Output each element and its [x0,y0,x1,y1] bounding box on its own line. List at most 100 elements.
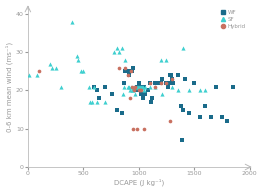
Legend: WF, SF, Hybrid: WF, SF, Hybrid [220,9,247,30]
Point [137,85,141,88]
Point [225,120,230,123]
Point [125,85,130,88]
Point [156,81,161,84]
Point [114,108,119,111]
Point [103,100,108,103]
Point [127,85,131,88]
Point [138,85,142,88]
Point [74,55,79,58]
Point [186,89,191,92]
Point [168,74,172,77]
Point [164,81,169,84]
Point [112,51,117,54]
Point [94,100,99,103]
Point [130,89,134,92]
Point [50,66,54,69]
Point [53,66,58,69]
Point [180,139,184,142]
Point [145,89,150,92]
Point [35,74,39,77]
Point [148,81,152,84]
Point [183,77,188,80]
Point [122,85,127,88]
Point [131,89,135,92]
Point [231,85,235,88]
Point [153,85,158,88]
X-axis label: DCAPE (J kg⁻¹): DCAPE (J kg⁻¹) [114,179,164,186]
Point [159,81,163,84]
Point [170,77,174,80]
Point [142,127,146,130]
Point [198,116,202,119]
Point [179,104,183,107]
Point [164,81,169,84]
Point [142,89,146,92]
Point [170,77,174,80]
Point [90,100,94,103]
Point [175,74,180,77]
Point [94,89,99,92]
Point [186,112,191,115]
Point [122,81,127,84]
Point [103,85,108,88]
Point [160,77,164,80]
Point [125,74,130,77]
Y-axis label: 0-6 km mean wind (ms⁻¹): 0-6 km mean wind (ms⁻¹) [6,42,13,132]
Point [79,70,83,73]
Point [128,70,132,73]
Point [76,58,80,61]
Point [127,74,131,77]
Point [160,93,164,96]
Point [128,97,132,100]
Point [130,70,134,73]
Point [131,66,135,69]
Point [153,81,158,84]
Point [181,108,185,111]
Point [140,93,144,96]
Point [117,51,121,54]
Point [139,85,143,88]
Point [137,89,141,92]
Point [134,85,139,88]
Point [123,66,128,69]
Point [134,85,139,88]
Point [142,85,146,88]
Point [140,85,144,88]
Point [87,85,91,88]
Point [220,116,224,119]
Point [198,89,202,92]
Point [214,85,219,88]
Point [123,58,128,61]
Point [170,85,174,88]
Point [203,104,208,107]
Point [27,74,31,77]
Point [110,93,114,96]
Point [203,89,208,92]
Point [192,81,196,84]
Point [171,81,175,84]
Point [132,89,136,92]
Point [130,85,134,88]
Point [37,70,41,73]
Point [134,127,139,130]
Point [159,81,163,84]
Point [117,66,121,69]
Point [143,93,148,96]
Point [132,89,136,92]
Point [150,97,154,100]
Point [169,74,173,77]
Point [114,47,119,50]
Point [181,47,185,50]
Point [141,97,145,100]
Point [128,89,132,92]
Point [81,70,85,73]
Point [138,85,142,88]
Point [88,100,92,103]
Point [148,85,152,88]
Point [129,70,133,73]
Point [48,62,52,65]
Point [121,93,125,96]
Point [148,81,152,84]
Point [92,85,97,88]
Point [139,93,143,96]
